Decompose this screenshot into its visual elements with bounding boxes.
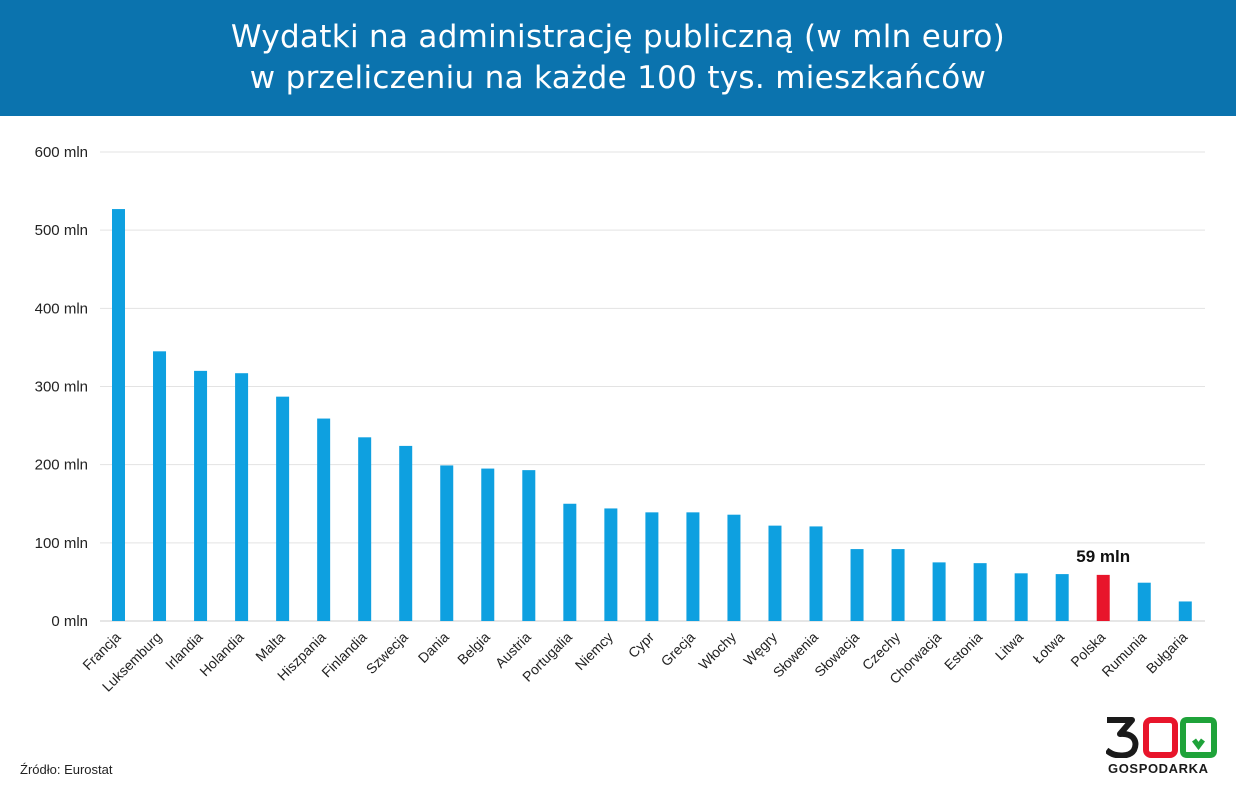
x-tick-label: Litwa [992,629,1027,664]
x-tick-label: Holandia [196,629,247,680]
chart-title-line-1: Wydatki na administrację publiczną (w ml… [230,19,1006,55]
bar [645,512,659,621]
bar [399,445,413,621]
x-tick-label: Włochy [695,629,739,673]
x-tick-label: Węgry [740,629,780,669]
x-tick-label: Cypr [625,629,657,661]
bar [604,508,618,621]
x-tick-label: Finlandia [318,629,370,681]
bar [1137,582,1151,621]
bar [1055,574,1069,621]
bar [112,209,125,621]
bar [686,512,700,621]
bar [153,351,167,621]
bar [891,549,905,621]
bar [317,418,331,621]
bar [235,373,249,621]
logo-word: GOSPODARKA [1108,761,1209,776]
data-label: 59 mln [1076,547,1130,566]
y-tick-label: 600 mln [35,144,88,161]
bar [768,525,782,621]
bar [1096,574,1110,621]
bar [932,562,946,621]
logo-digits-300 [1106,717,1217,758]
y-tick-label: 400 mln [35,300,88,317]
bar [563,503,577,621]
y-tick-label: 100 mln [35,535,88,552]
bar [1178,601,1192,621]
x-tick-label: Łotwa [1030,629,1068,667]
x-tick-label: Bułgaria [1143,629,1191,677]
x-tick-label: Dania [415,629,452,666]
chart-header: Wydatki na administrację publiczną (w ml… [0,0,1236,116]
x-tick-label: Malta [252,629,288,665]
x-tick-label: Grecja [658,629,699,670]
x-tick-label: Belgia [454,629,493,668]
brand-logo: GOSPODARKA [1106,716,1218,778]
x-tick-label: Szwecja [363,629,411,677]
bar [276,396,290,621]
source-note: Źródło: Eurostat [20,762,113,777]
x-tick-label: Niemcy [572,629,616,673]
y-tick-label: 0 mln [51,613,88,630]
bar [194,370,208,621]
bar [481,468,495,621]
chart-title-line-2: w przeliczeniu na każde 100 tys. mieszka… [249,60,987,96]
y-tick-label: 200 mln [35,457,88,474]
bar [1014,573,1028,621]
bar [522,470,536,621]
bar [440,465,454,621]
bar-chart: 0 mln 100 mln 200 mln 300 mln 400 mln 500 mln… [35,144,1205,695]
bar [809,526,823,621]
bar [358,437,372,621]
bar [850,549,864,621]
y-tick-label: 300 mln [35,379,88,396]
bar [973,563,987,621]
y-tick-label: 500 mln [35,222,88,239]
x-tick-label: Rumunia [1098,629,1149,680]
x-tick-label: Estonia [941,629,985,673]
bar [727,514,741,621]
x-tick-label: Słowenia [770,629,822,681]
x-tick-label: Słowacja [811,629,862,680]
